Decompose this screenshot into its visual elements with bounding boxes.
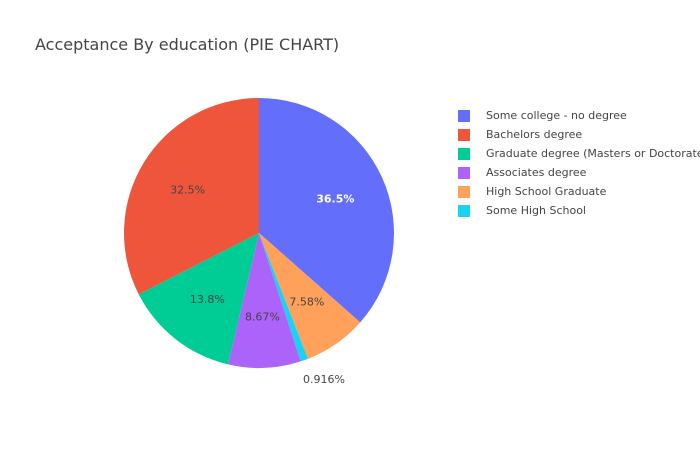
legend-item[interactable]: Graduate degree (Masters or Doctorate): [458, 144, 700, 163]
slice-label: 0.916%: [303, 373, 345, 386]
legend-swatch: [458, 204, 470, 217]
legend-label: Graduate degree (Masters or Doctorate): [486, 147, 700, 160]
slice-label: 36.5%: [316, 193, 354, 206]
pie-slice[interactable]: [259, 233, 361, 359]
legend-swatch: [458, 166, 470, 179]
legend-swatch: [458, 128, 470, 141]
pie-slice[interactable]: [259, 233, 308, 362]
legend-item[interactable]: Some college - no degree: [458, 106, 700, 125]
pie-slice[interactable]: [123, 98, 259, 295]
legend-swatch: [458, 185, 470, 198]
legend-label: Bachelors degree: [486, 128, 583, 141]
legend-item[interactable]: High School Graduate: [458, 182, 700, 201]
legend-swatch: [458, 147, 470, 160]
pie-slice[interactable]: [259, 98, 394, 323]
legend-label: High School Graduate: [486, 185, 607, 198]
slice-label: 8.67%: [245, 311, 280, 324]
legend-item[interactable]: Some High School: [458, 201, 700, 220]
legend-label: Some High School: [486, 204, 586, 217]
slice-label: 7.58%: [289, 296, 324, 309]
pie-slice[interactable]: [228, 233, 301, 368]
slice-label: 13.8%: [190, 293, 225, 306]
legend: Some college - no degree Bachelors degre…: [458, 106, 700, 220]
legend-label: Some college - no degree: [486, 109, 627, 122]
slice-label: 32.5%: [170, 183, 205, 196]
legend-label: Associates degree: [486, 166, 587, 179]
legend-swatch: [458, 109, 470, 122]
legend-item[interactable]: Bachelors degree: [458, 125, 700, 144]
pie-slice[interactable]: [138, 233, 259, 365]
legend-item[interactable]: Associates degree: [458, 163, 700, 182]
chart-title: Acceptance By education (PIE CHART): [35, 35, 340, 54]
